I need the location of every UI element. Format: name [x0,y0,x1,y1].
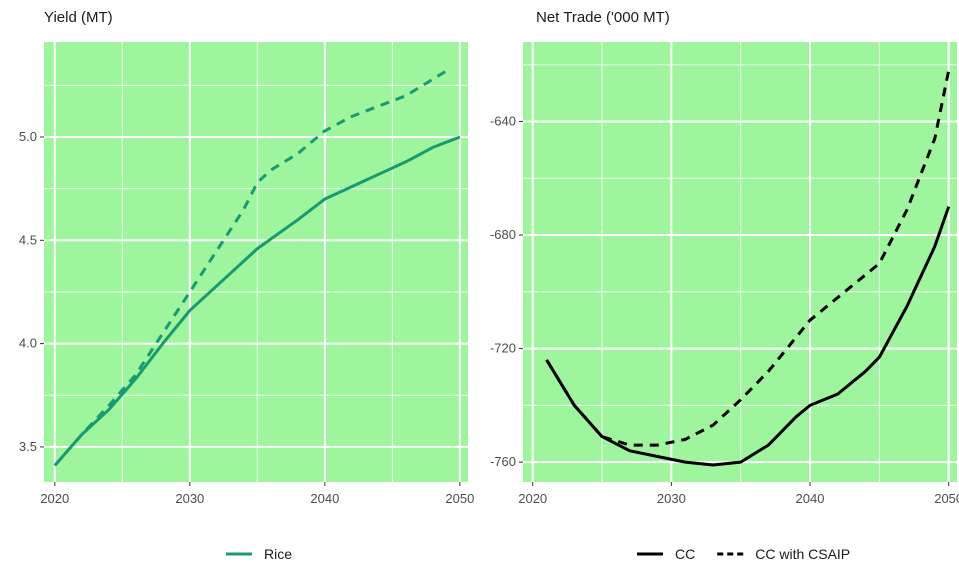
series-line-cc [545,206,951,467]
chart-title: Net Trade ('000 MT) [536,9,670,26]
x-tick-label: 2050 [445,491,474,506]
legend-entry-1: Rice [226,546,292,562]
plot-panel [523,42,957,482]
x-tick-label: 2030 [175,491,204,506]
legend-label: Rice [264,546,292,562]
chart-panel-2: 2020 2030 2040 2050 -640 -680 -720 -760 Net Trad… [490,9,959,562]
legend-label: CC [675,546,695,562]
x-tick-label: 2030 [657,491,686,506]
y-tick-label: 3.5 [19,439,37,454]
x-tick-label: 2040 [310,491,339,506]
series-line-rice [53,135,461,467]
series-line-dashed-2 [53,69,448,467]
chart-panel-1: 2020 2030 2040 2050 3.5 4.0 4.5 5.0 Yield (MT) Ri… [19,9,474,562]
legend-label: CC with CSAIP [755,546,850,562]
y-tick-label: -640 [490,113,516,128]
x-tick-label: 2020 [40,491,69,506]
chart-title: Yield (MT) [44,9,113,26]
plot-panel [44,42,468,482]
y-tick-label: 4.5 [19,232,37,247]
series-line-cc-with-csaip [545,70,951,447]
legend-entry-2: CC with CSAIP [717,546,850,562]
x-tick-label: 2050 [934,491,959,506]
y-tick-label: 4.0 [19,336,37,351]
y-tick-label: -720 [490,341,516,356]
x-tick-label: 2020 [518,491,547,506]
legend-entry-1: CC [637,546,695,562]
y-tick-label: 5.0 [19,129,37,144]
y-tick-label: -680 [490,227,516,242]
y-tick-label: -760 [490,454,516,469]
x-tick-label: 2040 [796,491,825,506]
